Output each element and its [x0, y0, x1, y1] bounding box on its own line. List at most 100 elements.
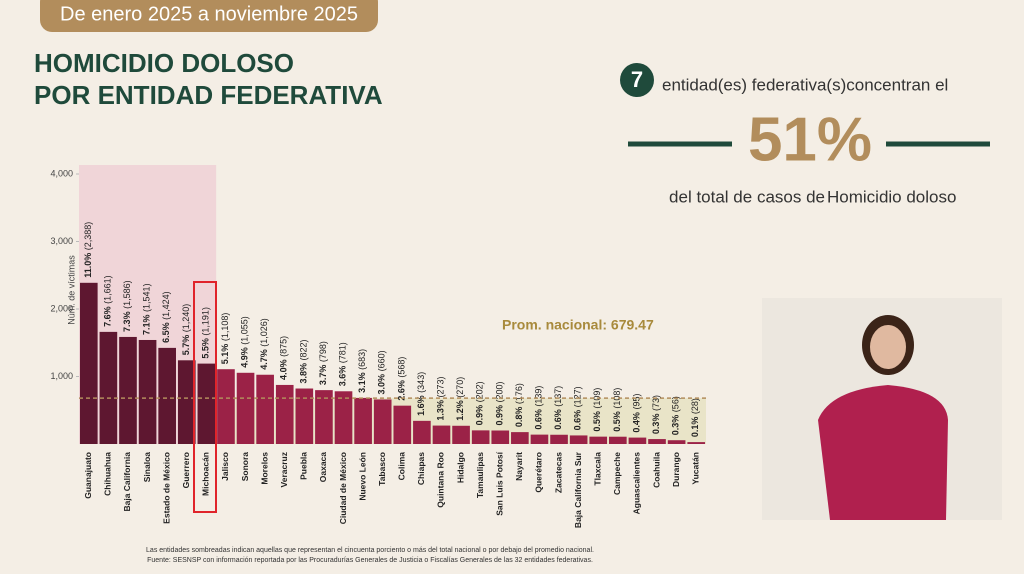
bar: [589, 436, 608, 444]
data-label-value: (660): [377, 350, 387, 371]
data-label: 0.5% (108): [612, 388, 622, 432]
x-tick-label: Chihuahua: [103, 452, 113, 496]
data-label-value: (1,240): [181, 304, 191, 333]
data-label: 1.2% (270): [455, 377, 465, 421]
data-label-value: (137): [553, 386, 563, 407]
y-tick-label: 4,000: [50, 168, 73, 178]
data-label-pct: 5.5%: [201, 338, 211, 359]
summary-text: entidad(es) federativa(s)concentran el: [662, 75, 948, 94]
footnote: Las entidades sombreadas indican aquella…: [146, 547, 594, 554]
x-tick-label: Jalisco: [220, 452, 230, 481]
x-tick-label: San Luis Potosí: [495, 451, 505, 515]
x-tick-label: Nayarit: [514, 452, 524, 481]
data-label-value: (1,424): [162, 291, 172, 320]
x-tick-label: Ciudad de México: [338, 452, 348, 524]
count-badge: [620, 63, 654, 97]
data-label-value: (781): [338, 342, 348, 363]
x-tick-label: Michoacán: [201, 452, 211, 496]
footnote: Fuente: SESNSP con información reportada…: [147, 557, 593, 564]
bar: [373, 399, 392, 444]
data-label-value: (56): [671, 396, 681, 412]
data-label: 1.6% (343): [416, 372, 426, 416]
x-tick-label: Guerrero: [181, 452, 191, 488]
x-tick-label: Chiapas: [416, 452, 426, 485]
data-label-pct: 4.0%: [279, 359, 289, 380]
data-label-value: (127): [573, 386, 583, 407]
data-label-pct: 0.3%: [651, 414, 661, 435]
data-label: 5.1% (1,108): [220, 313, 230, 365]
data-label: 4.0% (875): [279, 336, 289, 380]
y-axis-label: Núm. de víctimas: [66, 255, 76, 325]
x-tick-label: Colima: [397, 452, 407, 481]
data-label-value: (343): [416, 372, 426, 393]
data-label-pct: 0.9%: [495, 405, 505, 426]
summary-text: Homicidio doloso: [827, 187, 956, 206]
data-label-pct: 0.8%: [514, 407, 524, 428]
data-label-value: (1,541): [142, 283, 152, 312]
data-label-value: (95): [632, 394, 642, 410]
data-label-pct: 3.7%: [318, 365, 328, 386]
data-label-pct: 4.9%: [240, 347, 250, 368]
title: POR ENTIDAD FEDERATIVA: [34, 80, 383, 110]
data-label: 4.9% (1,055): [240, 316, 250, 368]
data-label-value: (28): [691, 398, 701, 414]
average-label: Prom. nacional: 679.47: [502, 317, 654, 333]
x-tick-label: Yucatán: [690, 452, 700, 485]
data-label-pct: 3.0%: [377, 374, 387, 395]
interpreter-body: [818, 385, 948, 520]
bar: [530, 434, 549, 444]
data-label-value: (108): [612, 388, 622, 409]
interpreter-face: [870, 325, 906, 369]
x-tick-label: Coahuila: [651, 452, 661, 488]
bar: [334, 391, 353, 444]
x-tick-label: Aguascalientes: [632, 452, 642, 515]
data-label-value: (1,026): [260, 318, 270, 347]
data-label-value: (683): [357, 349, 367, 370]
data-label-value: (822): [299, 339, 309, 360]
data-label: 0.6% (127): [573, 386, 583, 430]
summary-text: del total de casos de: [669, 187, 825, 206]
data-label: 0.6% (137): [553, 386, 563, 430]
bar: [119, 336, 137, 444]
x-tick-label: Baja California Sur: [573, 451, 583, 528]
bar: [687, 442, 706, 444]
data-label: 0.3% (73): [651, 395, 661, 434]
x-tick-label: Durango: [671, 452, 681, 487]
bar: [413, 420, 431, 444]
data-label-pct: 0.4%: [632, 412, 642, 433]
data-label: 0.3% (56): [671, 396, 681, 435]
data-label-pct: 7.3%: [122, 311, 132, 332]
count: 7: [631, 67, 643, 92]
x-tick-label: Tamaulipas: [475, 452, 485, 498]
bar: [138, 339, 157, 444]
data-label-pct: 1.6%: [416, 395, 426, 416]
bar: [197, 363, 216, 444]
data-label-pct: 5.7%: [181, 335, 191, 356]
data-label: 0.9% (202): [475, 381, 485, 425]
x-tick-label: Morelos: [259, 452, 269, 485]
data-label: 0.8% (176): [514, 383, 524, 427]
x-tick-label: Sonora: [240, 452, 250, 482]
bar: [432, 425, 451, 444]
bar: [452, 425, 470, 444]
data-label-pct: 2.6%: [397, 380, 407, 401]
data-label-value: (1,055): [240, 316, 250, 345]
data-label-pct: 6.5%: [162, 322, 172, 343]
data-label: 0.5% (109): [593, 388, 603, 432]
data-label: 2.6% (568): [397, 357, 407, 401]
data-label-value: (1,661): [103, 275, 113, 304]
data-label-pct: 0.5%: [612, 411, 622, 432]
title: HOMICIDIO DOLOSO: [34, 48, 294, 78]
y-tick-label: 3,000: [50, 236, 73, 246]
x-tick-label: Querétaro: [534, 452, 544, 493]
x-tick-label: Campeche: [612, 452, 622, 495]
bar: [275, 384, 294, 444]
bar: [511, 432, 529, 444]
data-label-pct: 0.6%: [534, 409, 544, 430]
data-label-pct: 0.5%: [593, 411, 603, 432]
data-label-value: (273): [436, 377, 446, 398]
data-label-value: (200): [495, 381, 505, 402]
data-label: 5.5% (1,191): [201, 307, 211, 359]
bar: [256, 374, 274, 444]
x-tick-label: Quintana Roo: [436, 452, 446, 508]
